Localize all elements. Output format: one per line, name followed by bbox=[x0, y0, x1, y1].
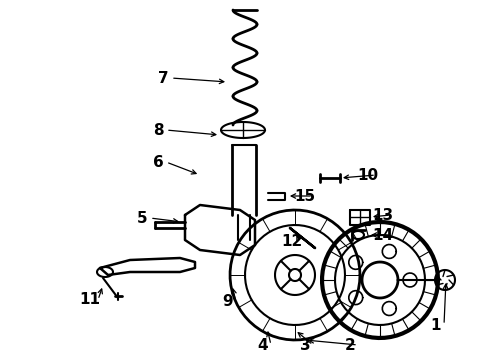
Text: 2: 2 bbox=[344, 338, 355, 352]
Text: 8: 8 bbox=[153, 122, 163, 138]
Text: 6: 6 bbox=[152, 154, 163, 170]
Text: 15: 15 bbox=[294, 189, 316, 203]
Text: 14: 14 bbox=[372, 228, 393, 243]
Text: 1: 1 bbox=[431, 318, 441, 333]
Text: 9: 9 bbox=[222, 294, 233, 310]
Text: 4: 4 bbox=[258, 338, 269, 352]
Text: 13: 13 bbox=[372, 207, 393, 222]
Text: 12: 12 bbox=[281, 234, 303, 249]
Text: 7: 7 bbox=[158, 71, 168, 86]
Text: 3: 3 bbox=[300, 338, 310, 352]
Text: 10: 10 bbox=[357, 167, 379, 183]
Text: 11: 11 bbox=[79, 292, 100, 307]
Text: 5: 5 bbox=[137, 211, 147, 225]
